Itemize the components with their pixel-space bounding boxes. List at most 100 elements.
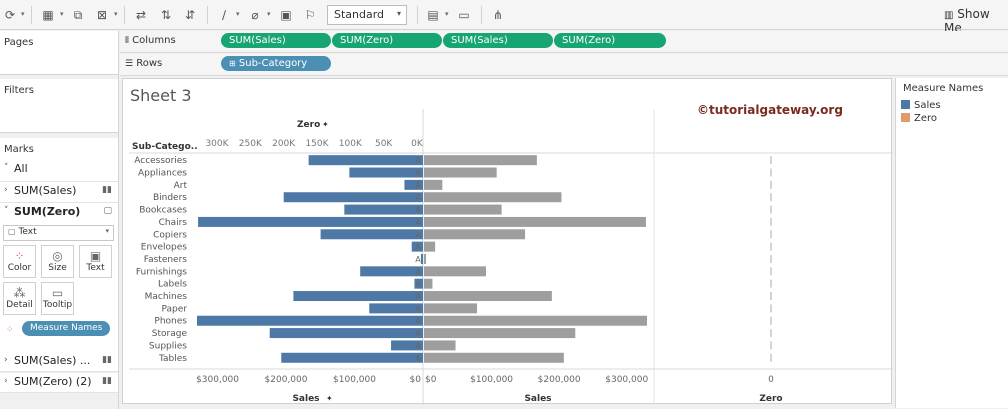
bar-sales-left [283, 192, 423, 203]
color-icon: ⁘ [6, 325, 14, 335]
toolbar: ⟳ ▾ ▦ ▾ ⧉ ⊠ ▾ ⇄ ⇅ ⇵ ∕ ▾ ⌀ ▾ ▣ ⚐ Standard… [0, 0, 1008, 35]
columns-label: ⦀ Columns [125, 35, 176, 46]
bar-chart-icon: ▮▮ [102, 355, 112, 365]
column-pill[interactable]: SUM(Zero) [332, 33, 442, 48]
legend-item-zero[interactable]: Zero [901, 113, 937, 124]
highlight-icon[interactable]: ∕ [221, 8, 227, 22]
column-pill[interactable]: SUM(Sales) [221, 33, 331, 48]
bottom-axis-tick: $100,000 [333, 375, 376, 385]
new-sheet-icon[interactable]: ▦ [42, 8, 54, 22]
sort-descending-icon[interactable]: ⇵ [184, 8, 196, 22]
share-icon[interactable]: ⋔ [492, 8, 504, 22]
bottom-axis-tick: $300,000 [605, 375, 648, 385]
row-pill[interactable]: ⊞ Sub-Category [221, 56, 331, 71]
chevron-down-icon[interactable]: ▾ [21, 10, 25, 18]
labels-icon[interactable]: ▣ [280, 8, 292, 22]
refresh-icon[interactable]: ⟳ [4, 8, 16, 22]
bar-sales-left [349, 167, 423, 178]
mark-type-value: Text [18, 227, 37, 237]
chevron-down-icon[interactable]: ▾ [236, 10, 240, 18]
mark-label: A [415, 169, 421, 178]
bar-sales-left [293, 291, 423, 302]
chevron-down-icon[interactable]: ▾ [445, 10, 449, 18]
legend-item-sales[interactable]: Sales [901, 100, 941, 111]
top-axis-tick: 50K [375, 139, 393, 149]
chevron-right-icon: › [4, 185, 8, 195]
clear-sheet-icon[interactable]: ⊠ [96, 8, 108, 22]
mark-label: A [415, 329, 421, 338]
size-label: Size [48, 263, 67, 273]
pin-icon: ✦ [326, 394, 333, 403]
mark-label: A [415, 292, 421, 301]
fit-icon[interactable]: ▤ [427, 8, 439, 22]
bar-sales-right [424, 167, 497, 178]
measure-names-pill[interactable]: Measure Names [22, 321, 111, 336]
columns-shelf: ⦀ Columns SUM(Sales) SUM(Zero) SUM(Sales… [120, 31, 1008, 53]
bar-chart-icon: ▮▮ [102, 185, 112, 195]
left-panel: Pages Filters Marks ˅ All › SUM(Sales) ▮… [0, 31, 119, 409]
mark-label: A [415, 255, 421, 264]
columns-icon: ⦀ [125, 36, 129, 46]
bar-sales-right [424, 192, 562, 203]
marks-row-sum-sales[interactable]: › SUM(Sales) ▮▮ [0, 181, 118, 201]
chevron-right-icon: › [4, 376, 8, 386]
watermark: ©tutorialgateway.org [697, 103, 843, 117]
top-axis-tick: 100K [339, 139, 363, 149]
marks-row-label: All [14, 162, 28, 175]
tooltip-icon: ▭ [51, 286, 64, 300]
axis-title: Sales [524, 394, 551, 404]
marks-row-all[interactable]: ˅ All [0, 160, 118, 180]
text-icon: ▣ [89, 249, 102, 263]
expand-icon: ⊞ [229, 59, 236, 68]
bar-sales-left [420, 253, 423, 264]
category-label: Binders [153, 193, 187, 203]
pages-card: Pages [0, 31, 118, 75]
bar-sales-left [308, 155, 423, 166]
chevron-down-icon[interactable]: ▾ [267, 10, 271, 18]
bar-sales-right [424, 229, 526, 240]
bar-sales-right [424, 340, 456, 351]
bar-sales-right [424, 328, 576, 339]
detail-button[interactable]: ⁂ Detail [3, 282, 36, 315]
marks-title: Marks [4, 144, 34, 155]
tooltip-button[interactable]: ▭ Tooltip [41, 282, 74, 315]
bar-sales-right [424, 204, 502, 215]
size-button[interactable]: ◎ Size [41, 245, 74, 278]
filters-title: Filters [4, 85, 34, 96]
bar-sales-right [424, 216, 646, 227]
bar-sales-left [269, 328, 423, 339]
chevron-down-icon[interactable]: ▾ [114, 10, 118, 18]
bottom-axis-tick: 0 [768, 375, 774, 385]
swap-icon[interactable]: ⇄ [135, 8, 147, 22]
presentation-icon[interactable]: ▭ [458, 8, 470, 22]
chevron-down-icon: ˅ [4, 206, 9, 216]
mark-type-select[interactable]: Standard ▾ [327, 5, 407, 25]
tooltip-label: Tooltip [42, 300, 73, 310]
size-icon: ◎ [52, 249, 63, 263]
marks-row-sum-zero-2[interactable]: › SUM(Zero) (2) ▮▮ [0, 373, 118, 393]
top-axis-tick: 300K [205, 139, 229, 149]
sort-ascending-icon[interactable]: ⇅ [160, 8, 172, 22]
axis-title: Zero [759, 394, 782, 404]
group-icon[interactable]: ⌀ [251, 8, 259, 22]
text-button[interactable]: ▣ Text [79, 245, 112, 278]
show-me-icon: ▥ [944, 10, 954, 21]
bar-sales-left [344, 204, 423, 215]
chevron-down-icon[interactable]: ▾ [60, 10, 64, 18]
legend-title: Measure Names [903, 83, 984, 94]
bar-sales-right [424, 315, 648, 326]
bar-sales-right [424, 179, 443, 190]
color-button[interactable]: ⁘ Color [3, 245, 36, 278]
marks-row-sum-sales-2[interactable]: › SUM(Sales) ... ▮▮ [0, 352, 118, 372]
mark-type-dropdown[interactable]: ▢ Text ▾ [3, 225, 114, 241]
bar-sales-left [198, 216, 423, 227]
text-mark-icon: ▢ [103, 206, 112, 216]
detail-icon: ⁂ [13, 286, 26, 300]
column-pill[interactable]: SUM(Sales) [443, 33, 553, 48]
sheet-view: Sheet 3 ©tutorialgateway.org Sub-Catego.… [122, 78, 893, 405]
duplicate-icon[interactable]: ⧉ [73, 8, 83, 22]
marks-row-sum-zero[interactable]: ˅ SUM(Zero) ▢ [0, 202, 118, 222]
bottom-axis-tick: $200,000 [265, 375, 308, 385]
fix-axes-icon[interactable]: ⚐ [304, 8, 316, 22]
column-pill[interactable]: SUM(Zero) [554, 33, 666, 48]
